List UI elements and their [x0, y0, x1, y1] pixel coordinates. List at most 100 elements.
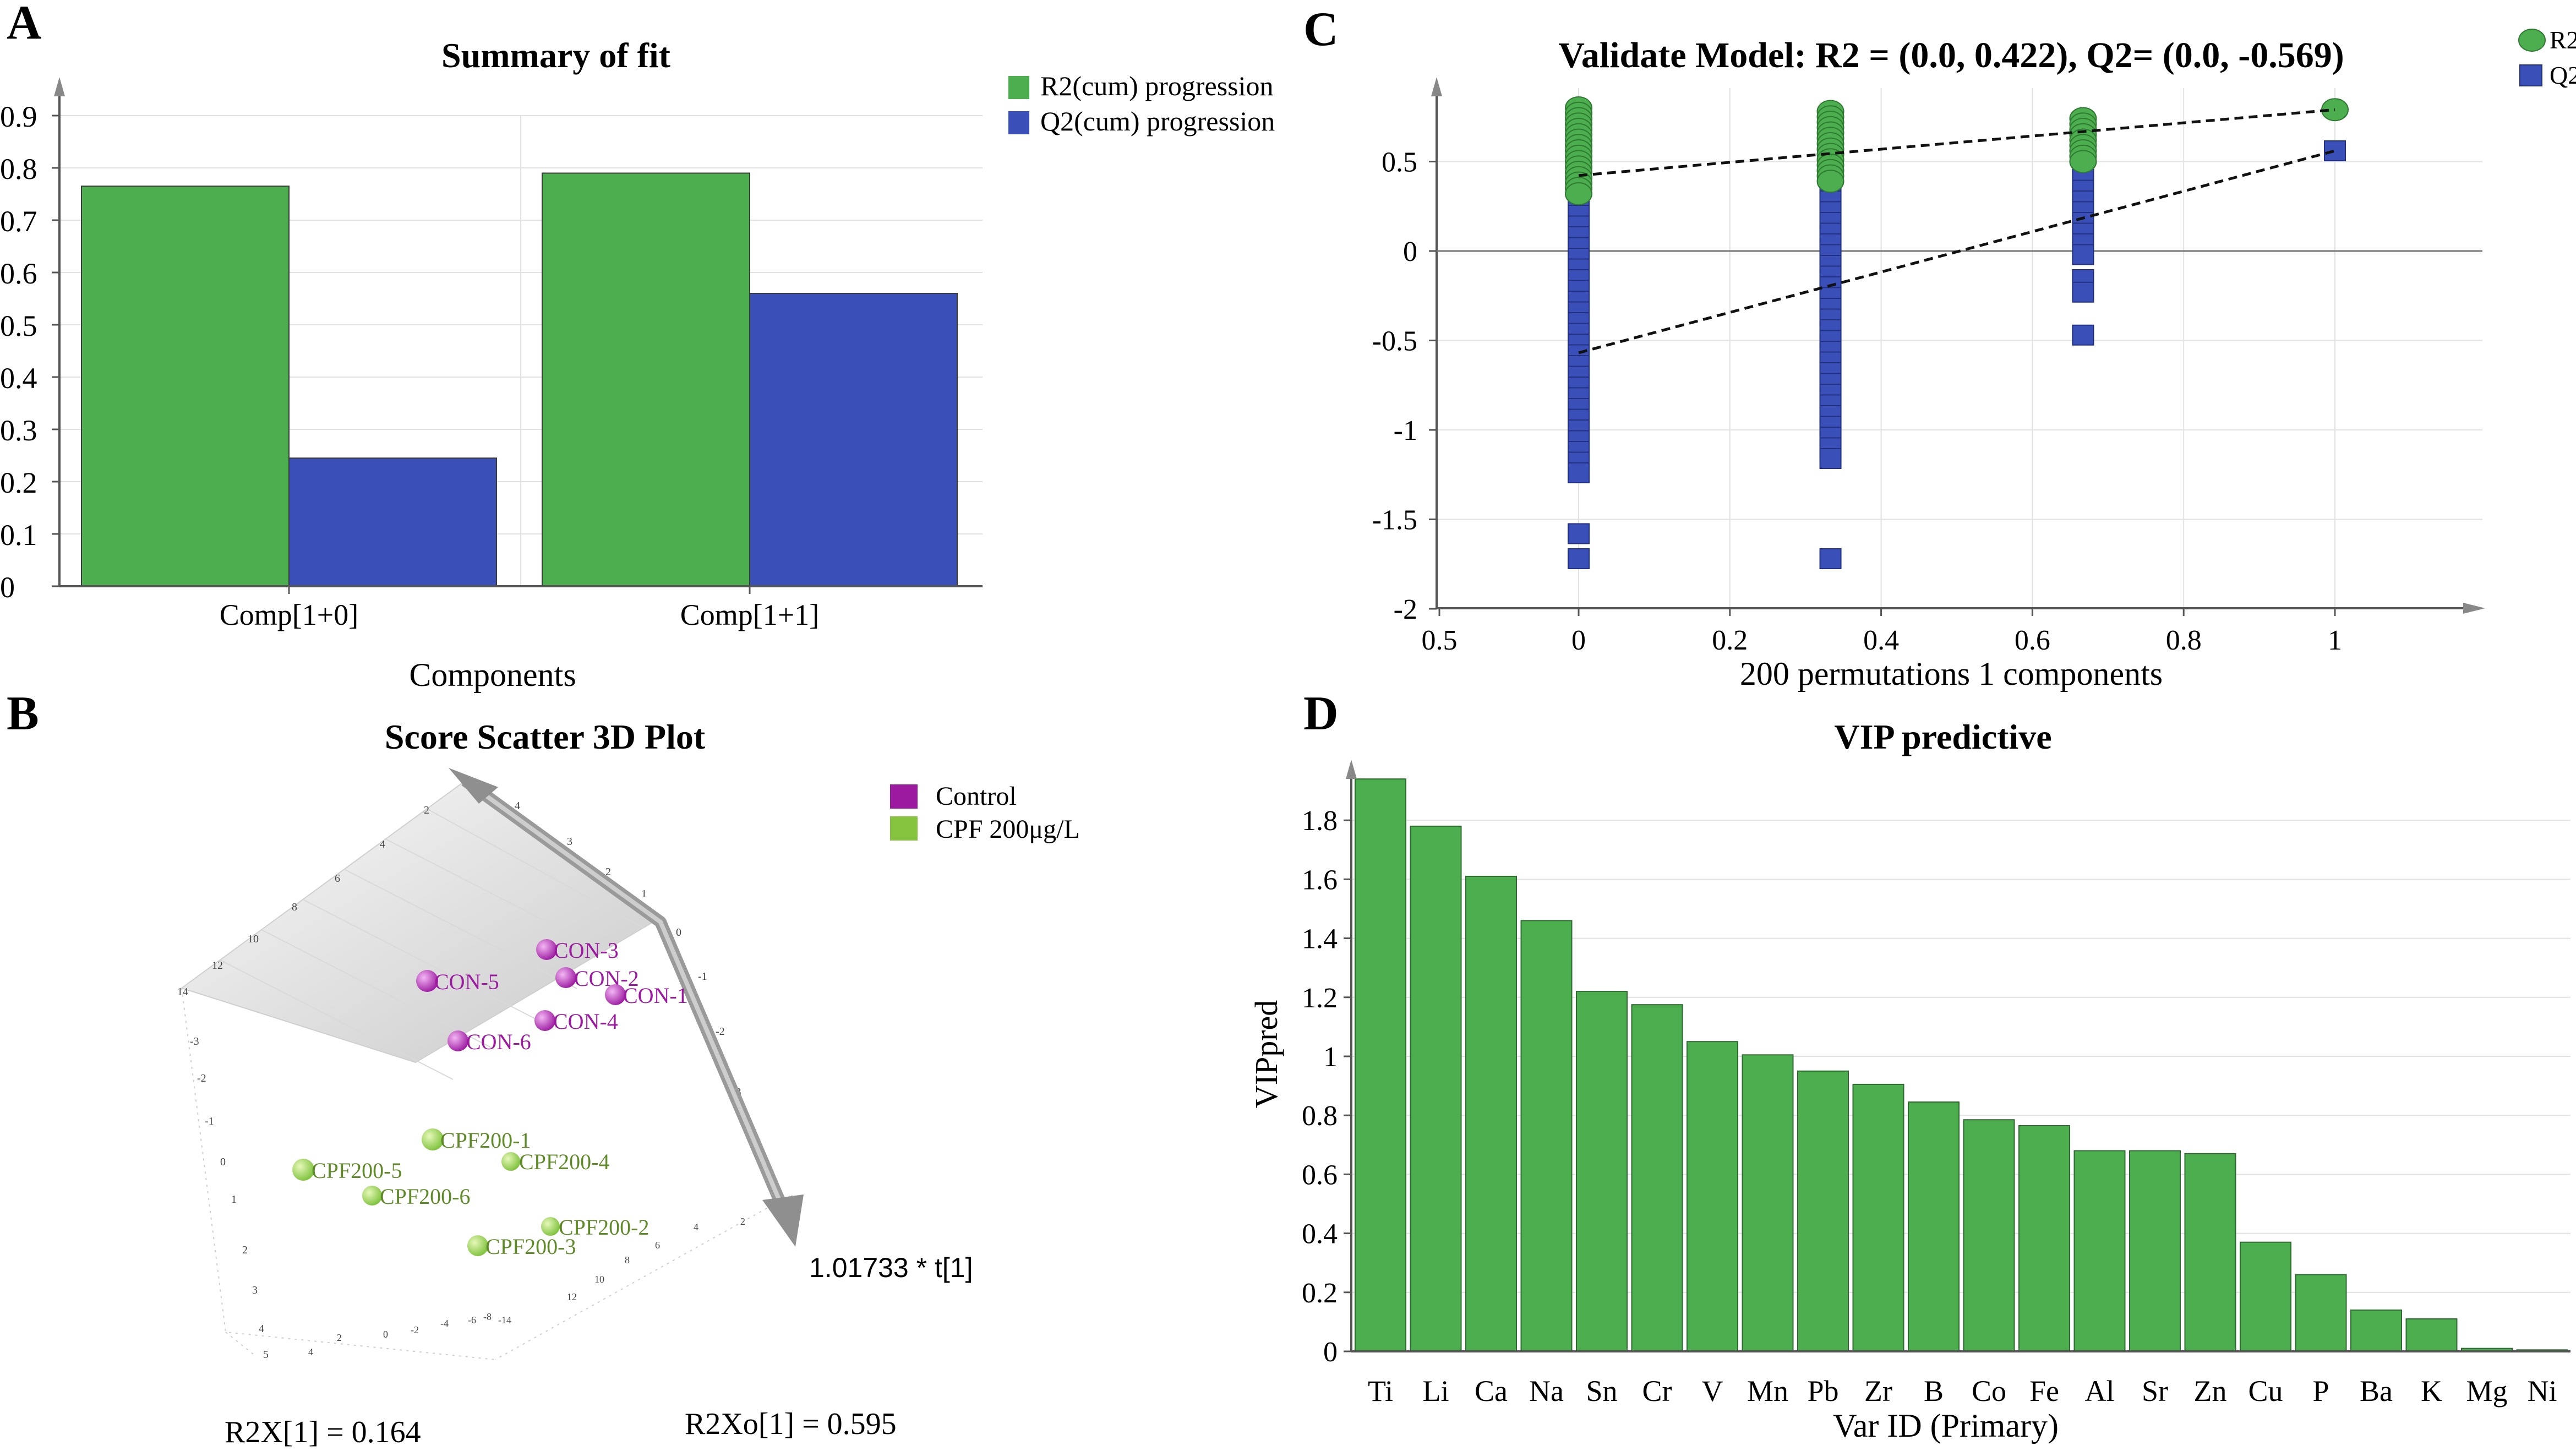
panel-d-x-tick-label: Li [1423, 1374, 1449, 1408]
legend-label-cpf: CPF 200μg/L [936, 815, 1080, 844]
panel-d-x-tick-label: Cr [1642, 1374, 1672, 1408]
point-label: CON-6 [466, 1029, 531, 1054]
panel-d-y-tick-label: 1.4 [1302, 924, 1338, 955]
panel-d-bar-cr [1631, 1004, 1683, 1352]
tick: 1 [641, 888, 647, 900]
score-point-con-4: CON-4 [534, 1009, 618, 1034]
panel-d-x-tick-label: Ba [2360, 1374, 2393, 1408]
panel-a-summary-of-fit: Summary of fit 0 0.1 0.2 0.3 0.4 0.5 0.6 0.7 0.8… [0, 36, 1275, 693]
panel-c-title: Validate Model: R2 = (0.0, 0.422), Q2= (… [1558, 35, 2344, 75]
panel-a-y-tick-label: 0.3 [0, 414, 37, 447]
panel-d-vip-predictive: VIP predictive 0 0.2 0.4 0.6 0.8 1 1.2 1.4 1.6 1.… [1248, 717, 2570, 1444]
point-label: CON-2 [574, 966, 639, 991]
tick: 2 [424, 804, 429, 816]
panel-c-x-axis-label: 200 permutations 1 components [1740, 656, 2163, 692]
panel-d-x-tick-label: V [1702, 1374, 1723, 1408]
tick: -2 [716, 1025, 725, 1038]
tick: 2 [605, 866, 611, 878]
panel-d-bar-na [1520, 920, 1573, 1352]
panel-c-point-q2 [1819, 548, 1842, 569]
tick: 12 [567, 1291, 577, 1302]
panel-d-bar-zr [1852, 1083, 1904, 1352]
panel-d-x-tick-label: Al [2085, 1374, 2115, 1408]
panel-d-bar-co [1963, 1119, 2015, 1352]
panel-d-y-tick-label: 1 [1323, 1041, 1338, 1073]
legend-marker-q2 [2519, 64, 2542, 86]
panel-d-y-axis-label: VIPpred [1248, 1000, 1284, 1109]
tick: 8 [292, 901, 297, 913]
score-point-cpf200-3: CPF200-3 [467, 1234, 576, 1259]
panel-d-bar-li [1410, 825, 1462, 1352]
panel-d-x-tick-label: Co [1972, 1374, 2006, 1408]
panel-c-x-tick-label: 0 [1571, 625, 1586, 656]
tick: 6 [335, 872, 340, 885]
plot-3d-floor-ticks: 4 2 0 -2 -4 -6 -8 -14 12 10 8 6 4 2 [308, 1216, 745, 1357]
panel-d-x-axis-label: Var ID (Primary) [1833, 1408, 2059, 1444]
panel-c-point-r2 [2069, 150, 2097, 173]
panel-label-d: D [1303, 687, 1339, 740]
legend-swatch-cpf [890, 816, 918, 841]
panel-d-x-tick-label: B [1924, 1374, 1944, 1408]
panel-d-x-tick-label: Cu [2248, 1374, 2283, 1408]
tick: -2 [411, 1324, 419, 1335]
tick: 4 [259, 1323, 264, 1335]
panel-c-point-q2 [1568, 462, 1590, 483]
panel-d-bar-mn [1742, 1054, 1794, 1352]
panel-a-y-tick-label: 0.8 [0, 152, 37, 186]
panel-d-bar-sn [1576, 991, 1628, 1352]
panel-d-x-tick-label: Sn [1586, 1374, 1617, 1408]
panel-d-x-ticks: Ti Li Ca Na Sn Cr V Mn Pb Zr B Co Fe Al Sr Zn Cu P Ba K Mg Ni [1368, 1374, 2557, 1408]
score-point-con-5: CON-5 [416, 969, 499, 994]
score-point-cpf200-4: CPF200-4 [501, 1149, 610, 1174]
panel-c-legend: R2 Q2 [2518, 26, 2576, 89]
panel-c-x-tick-label: 0.4 [1863, 625, 1899, 656]
tick: -1 [205, 1115, 214, 1127]
score-point-cpf200-2: CPF200-2 [541, 1215, 650, 1240]
legend-label-q2cum: Q2(cum) progression [1040, 106, 1275, 137]
plot-3d-back-wall-ticks: 2 4 6 8 10 12 14 [177, 804, 429, 998]
tick: -4 [440, 1318, 449, 1329]
plot-3d-t1-axis [449, 768, 804, 1247]
point-label: CON-5 [434, 969, 499, 994]
tick: -8 [483, 1311, 492, 1322]
point-label: CPF200-4 [519, 1149, 610, 1174]
tick: 5 [263, 1349, 269, 1361]
panel-c-trend-lines [1578, 108, 2335, 354]
panel-d-y-ticks: 0 0.2 0.4 0.6 0.8 1 1.2 1.4 1.6 1.8 [1302, 805, 1351, 1368]
panel-d-x-tick-label: Pb [1807, 1374, 1838, 1408]
panel-d-bar-ba [2350, 1309, 2402, 1352]
panel-a-y-tick-label: 0.1 [0, 519, 37, 552]
panel-c-point-r2 [1565, 182, 1592, 205]
panel-d-bar-zn [2184, 1153, 2236, 1352]
group-cpf-points: CPF200-1 CPF200-4 CPF200-5 CPF200-6 CPF2… [292, 1128, 650, 1259]
panel-d-y-tick-label: 1.8 [1302, 805, 1338, 837]
panel-d-bar-cu [2240, 1241, 2291, 1352]
panel-c-x-tick-label: 0.6 [2015, 625, 2050, 656]
panel-b-score-scatter-3d: Score Scatter 3D Plot 2 4 6 8 10 12 14 [177, 717, 1080, 1449]
panel-c-y-axis-arrow [1431, 77, 1442, 96]
plot-3d-axis-arrowhead-bottom [762, 1194, 804, 1247]
panel-d-bar-ca [1465, 876, 1517, 1352]
point-label: CON-4 [553, 1009, 618, 1034]
panel-d-x-tick-label: Ca [1475, 1374, 1508, 1408]
panel-a-y-tick-label: 0.9 [0, 100, 37, 133]
panel-d-bar-pb [1797, 1070, 1849, 1352]
panel-c-x-tick-label: 0.2 [1712, 625, 1748, 656]
panel-d-y-tick-label: 0.6 [1302, 1159, 1338, 1191]
panel-a-y-tick-label: 0.2 [0, 466, 37, 499]
panel-c-point-r2 [1816, 170, 1844, 193]
panel-a-x-axis-label: Components [409, 657, 576, 693]
tick: 4 [515, 800, 520, 812]
panel-d-x-tick-label: Ti [1368, 1374, 1393, 1408]
panel-d-bar-ti [1355, 778, 1406, 1352]
panel-c-x-tick-label: 0.5 [1422, 625, 1458, 656]
panel-a-y-axis-arrow [54, 77, 65, 96]
plot-3d-wall-grid [220, 808, 645, 1080]
panel-c-point-q2 [1819, 448, 1842, 469]
panel-c-y-tick-label: -2 [1394, 594, 1417, 625]
point-label: CON-1 [623, 983, 688, 1008]
panel-c-points [1565, 96, 2349, 569]
panel-d-bar-fe [2018, 1125, 2070, 1352]
legend-label-r2: R2 [2550, 26, 2576, 54]
tick: 6 [655, 1240, 660, 1251]
